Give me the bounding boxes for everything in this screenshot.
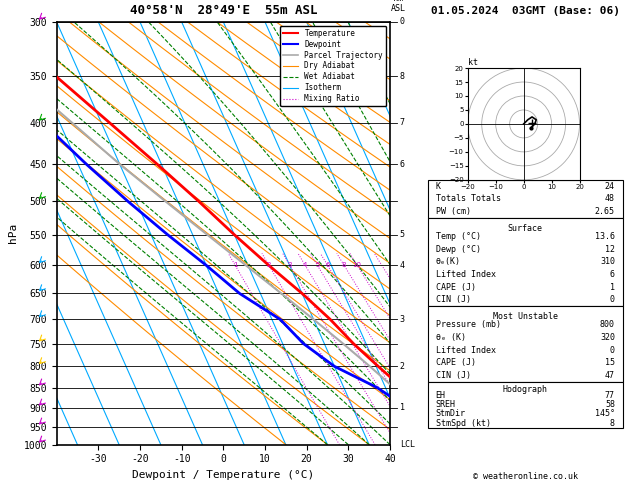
Text: 8: 8 — [342, 262, 347, 268]
Bar — [428, 218, 623, 306]
Text: 320: 320 — [600, 333, 615, 342]
Text: 20: 20 — [396, 262, 404, 268]
Text: Lifted Index: Lifted Index — [435, 270, 496, 279]
Text: © weatheronline.co.uk: © weatheronline.co.uk — [473, 472, 577, 481]
Text: 1: 1 — [610, 282, 615, 292]
Text: CAPE (J): CAPE (J) — [435, 358, 476, 367]
Text: 58: 58 — [605, 400, 615, 409]
Text: 4: 4 — [303, 262, 308, 268]
Text: 15: 15 — [605, 358, 615, 367]
Text: 8: 8 — [400, 71, 405, 81]
Text: 6: 6 — [400, 160, 405, 169]
Text: 77: 77 — [605, 391, 615, 400]
Text: 5: 5 — [400, 230, 405, 239]
Text: 3: 3 — [400, 315, 405, 324]
Text: 0: 0 — [610, 346, 615, 355]
Text: θₑ(K): θₑ(K) — [435, 257, 460, 266]
Text: SREH: SREH — [435, 400, 455, 409]
Text: 2: 2 — [267, 262, 271, 268]
Text: LCL: LCL — [400, 440, 415, 449]
Legend: Temperature, Dewpoint, Parcel Trajectory, Dry Adiabat, Wet Adiabat, Isotherm, Mi: Temperature, Dewpoint, Parcel Trajectory… — [280, 26, 386, 106]
Text: 5: 5 — [315, 262, 320, 268]
Text: Lifted Index: Lifted Index — [435, 346, 496, 355]
Text: 1: 1 — [400, 403, 405, 412]
Text: 6: 6 — [610, 270, 615, 279]
Bar — [428, 180, 623, 218]
Text: 48: 48 — [605, 194, 615, 203]
Bar — [428, 306, 623, 382]
Text: 01.05.2024  03GMT (Base: 06): 01.05.2024 03GMT (Base: 06) — [431, 6, 620, 16]
Text: StmDir: StmDir — [435, 409, 465, 418]
Text: 3: 3 — [287, 262, 292, 268]
Text: km
ASL: km ASL — [391, 0, 406, 14]
Text: kt: kt — [468, 58, 478, 67]
Text: K: K — [435, 182, 440, 191]
Text: 12: 12 — [605, 244, 615, 254]
Text: 8: 8 — [610, 418, 615, 428]
Text: 310: 310 — [600, 257, 615, 266]
Text: EH: EH — [435, 391, 445, 400]
Text: 7: 7 — [400, 119, 405, 127]
X-axis label: Dewpoint / Temperature (°C): Dewpoint / Temperature (°C) — [132, 470, 314, 480]
Text: 47: 47 — [605, 371, 615, 380]
Text: PW (cm): PW (cm) — [435, 207, 470, 216]
Text: 800: 800 — [600, 320, 615, 330]
Text: Most Unstable: Most Unstable — [493, 312, 558, 321]
Text: 2: 2 — [400, 362, 405, 371]
Text: θₑ (K): θₑ (K) — [435, 333, 465, 342]
Text: Totals Totals: Totals Totals — [435, 194, 501, 203]
Y-axis label: hPa: hPa — [8, 223, 18, 243]
Text: 25: 25 — [409, 262, 418, 268]
Text: Dewp (°C): Dewp (°C) — [435, 244, 481, 254]
Text: Pressure (mb): Pressure (mb) — [435, 320, 501, 330]
Text: 10: 10 — [353, 262, 362, 268]
Text: 145°: 145° — [595, 409, 615, 418]
Text: Temp (°C): Temp (°C) — [435, 232, 481, 241]
Text: 2.65: 2.65 — [595, 207, 615, 216]
Text: 0: 0 — [400, 17, 405, 26]
Text: 4: 4 — [400, 261, 405, 270]
Text: 1: 1 — [233, 262, 237, 268]
Text: 24: 24 — [605, 182, 615, 191]
Text: CAPE (J): CAPE (J) — [435, 282, 476, 292]
Text: 0: 0 — [610, 295, 615, 304]
Text: 6: 6 — [325, 262, 330, 268]
Bar — [428, 382, 623, 428]
Text: StmSpd (kt): StmSpd (kt) — [435, 418, 491, 428]
Text: CIN (J): CIN (J) — [435, 295, 470, 304]
Text: Hodograph: Hodograph — [503, 385, 548, 394]
Text: 40°58'N  28°49'E  55m ASL: 40°58'N 28°49'E 55m ASL — [130, 4, 317, 17]
Text: CIN (J): CIN (J) — [435, 371, 470, 380]
Text: 13.6: 13.6 — [595, 232, 615, 241]
Text: Surface: Surface — [508, 224, 543, 233]
